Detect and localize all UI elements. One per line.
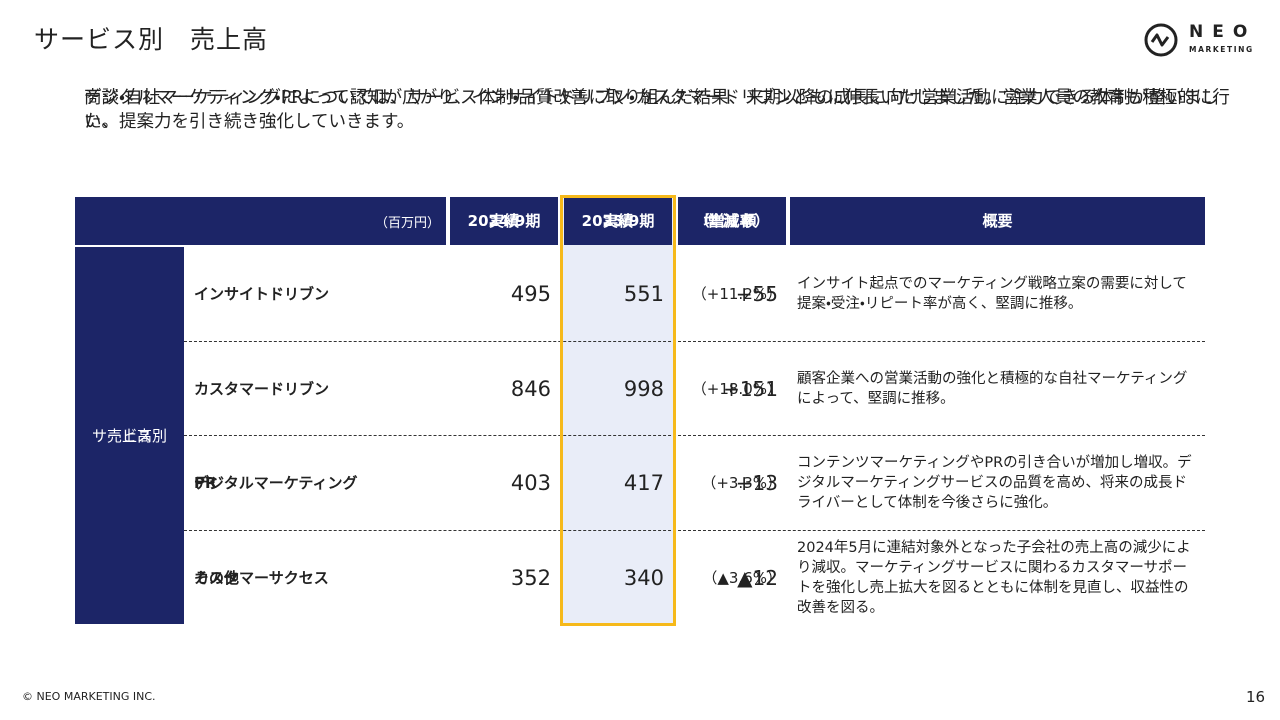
fy2025-value: 340 [623, 565, 664, 590]
row-name-line: カスタマードリブン [194, 379, 330, 398]
change-amount: +55 [735, 282, 778, 307]
row-name: インサイトドリブン [194, 247, 444, 342]
fy2025-value: 998 [623, 376, 664, 401]
group-label: サービス別 売上高 [75, 247, 184, 624]
summary-cell: 2024年5月に連結対象外となった子会社の売上高の減少により減収。マーケティング… [797, 531, 1197, 626]
change-amount: +13 [735, 471, 778, 496]
change-rate: （+11.2%） [691, 285, 782, 304]
column-header: 増減額 （増減率） [678, 197, 786, 245]
row-name: カスタマーサクセス その他 [194, 531, 444, 626]
summary-text: 顧客企業への営業活動の強化と積極的な自社マーケティングによって、堅調に推移。 [797, 370, 1188, 407]
group-label-line: 売上高 [106, 426, 152, 445]
summary-cell: インサイト起点でのマーケティング戦略立案の需要に対して提案・受注・リピート率が高… [797, 247, 1197, 342]
page-number: 16 [1246, 688, 1266, 706]
row-separator [184, 435, 1205, 436]
row-separator [184, 529, 1205, 531]
row-name: カスタマードリブン [194, 342, 444, 437]
summary-text: 2024年5月に連結対象外となった子会社の売上高の減少により減収。マーケティング… [797, 539, 1191, 616]
column-header-line: 概要 [982, 212, 1013, 230]
change-cell: +55 （+11.2%） [676, 247, 782, 342]
column-header-line: 増減額 [703, 212, 761, 230]
logo-name: NEO [1189, 22, 1257, 42]
column-header-line: 2025/9期 [581, 212, 655, 230]
column-header: 2024/9期 実績 [450, 197, 558, 245]
change-rate: （+3.3%） [701, 474, 782, 493]
description-paragraph: デジタルマーケティング・PRについては、サービス体制・品質改善に取り組んだ結果、… [84, 88, 1219, 132]
logo-tagline: MARKETING [1189, 45, 1254, 54]
row-separator [184, 340, 1205, 342]
slide-title: サービス別 売上高 [34, 25, 269, 54]
row-name-line: インサイトドリブン [194, 285, 330, 304]
change-cell: ▲12 （▲3.6%） [676, 531, 782, 626]
copyright: © NEO MARKETING INC. [22, 690, 156, 703]
fy2024-value: 495 [510, 282, 551, 307]
column-header: 概要 [790, 197, 1205, 245]
change-cell: +151 （+18.0%） [676, 342, 782, 437]
description-paragraph: 商談・自社マーケティングによって認知が広がり、インサイトドリブン・カスタマードリ… [84, 88, 1230, 132]
row-name-line: PR [194, 474, 217, 493]
change-amount: ▲12 [737, 565, 778, 590]
logo-icon [1144, 23, 1178, 57]
change-rate: （+18.0%） [691, 379, 782, 398]
highlight-border [560, 195, 676, 626]
fy2025-value: 551 [623, 282, 664, 307]
highlight-bg [562, 198, 674, 624]
row-name-line: デジタルマーケティング [194, 474, 358, 493]
column-header: 2025/9期 実績 [564, 197, 672, 245]
summary-text: コンテンツマーケティングやPRの引き合いが増加し増収。デジタルマーケティングサー… [797, 455, 1192, 512]
column-header-line: 実績 [602, 212, 633, 230]
change-rate: （▲3.6%） [702, 568, 782, 587]
summary-text: インサイト起点でのマーケティング戦略立案の需要に対して提案・受注・リピート率が高… [797, 276, 1187, 313]
column-header-line: （増減率） [694, 212, 770, 230]
row-name-line: その他 [194, 568, 240, 587]
summary-cell: コンテンツマーケティングやPRの引き合いが増加し増収。デジタルマーケティングサー… [797, 436, 1197, 531]
header-unit-cell: （百万円） [75, 197, 446, 245]
fy2024-value: 352 [510, 565, 551, 590]
change-cell: +13 （+3.3%） [676, 436, 782, 531]
column-header-line: 実績 [488, 212, 519, 230]
column-header-line: 2024/9期 [467, 212, 541, 230]
fy2024-value: 846 [510, 376, 551, 401]
unit-label: （百万円） [374, 215, 440, 231]
summary-cell: 顧客企業への営業活動の強化と積極的な自社マーケティングによって、堅調に推移。 [797, 342, 1197, 437]
fy2025-value: 417 [623, 471, 664, 496]
fy2024-value: 403 [510, 471, 551, 496]
group-label-line: サービス別 [91, 426, 167, 445]
row-name: デジタルマーケティング PR [194, 436, 444, 531]
change-amount: +151 [723, 376, 778, 401]
row-name-line: カスタマーサクセス [194, 568, 329, 587]
